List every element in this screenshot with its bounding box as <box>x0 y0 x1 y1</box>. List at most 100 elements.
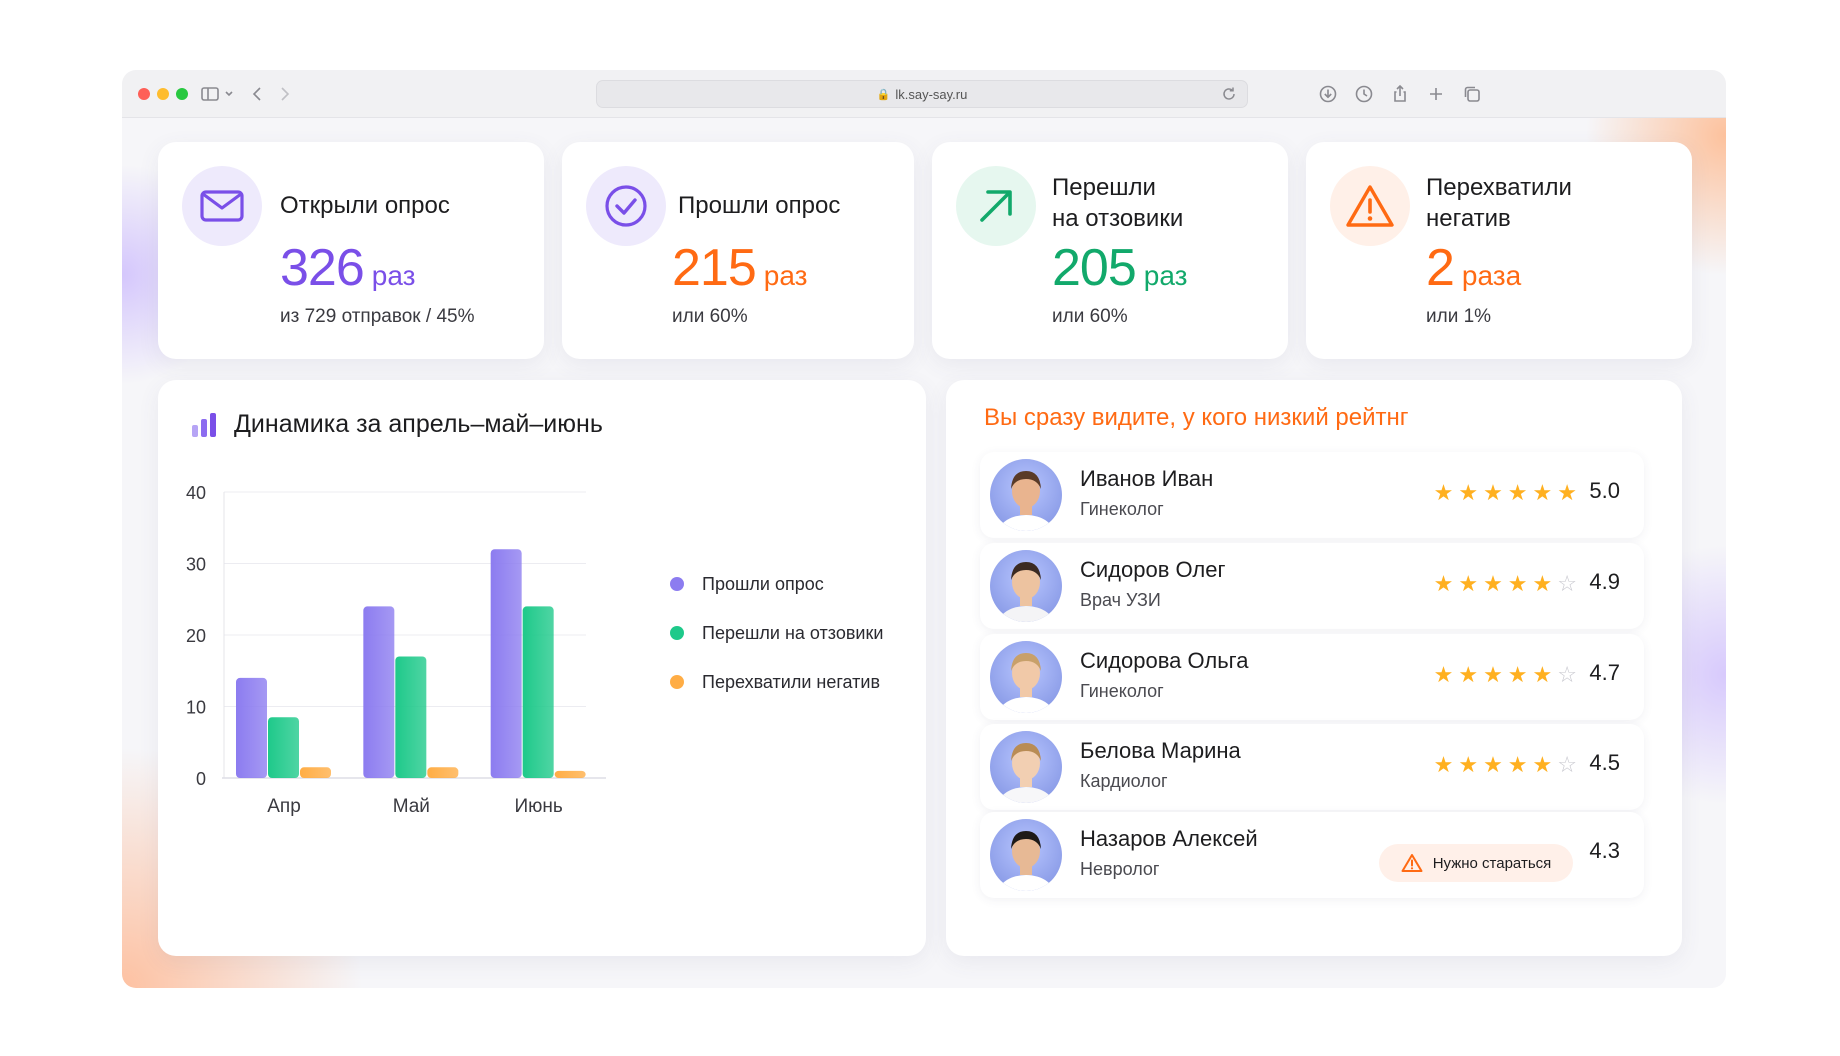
y-tick-label: 0 <box>196 769 206 789</box>
ratings-title: Вы сразу видите, у кого низкий рейтнг <box>984 404 1409 431</box>
bar-Май-1 <box>395 656 427 778</box>
stat-unit: раз <box>371 260 416 291</box>
star-icon: ★ <box>1483 571 1503 596</box>
legend-label: Перешли на отзовики <box>702 622 884 643</box>
envelope-icon <box>182 166 262 246</box>
legend-dot <box>670 577 684 591</box>
star-icon: ★ <box>1433 571 1454 596</box>
star-icon: ★ <box>1507 662 1528 687</box>
stat-title: Перехватили негатив <box>1426 174 1572 232</box>
star-rating: ★ ★ ★ ★ ★ ☆ <box>1434 664 1582 686</box>
star-icon: ★ <box>1532 571 1553 596</box>
doctor-name: Иванов Иван <box>1080 466 1214 491</box>
stat-card-opened: Открыли опрос 326 раз из 729 отправок / 4… <box>158 142 544 359</box>
y-tick-label: 30 <box>186 555 206 575</box>
address-url: lk.say-say.ru <box>895 86 968 102</box>
history-icon[interactable] <box>1352 82 1376 106</box>
stat-subtitle: или 60% <box>672 306 748 327</box>
doctor-row[interactable]: Сидоров Олег Врач УЗИ ★ ★ ★ ★ ★ ☆ 4.9 <box>980 543 1644 629</box>
browser-window: 🔒 lk.say-say.ru Открыли опрос <box>122 70 1726 988</box>
legend-item: Перешли на отзовики <box>670 621 883 645</box>
stat-unit: раза <box>1461 260 1522 291</box>
avatar <box>990 819 1062 891</box>
stat-title: Открыли опрос <box>280 192 450 219</box>
reload-icon[interactable] <box>1221 86 1237 105</box>
arrow-up-right-icon <box>956 166 1036 246</box>
stat-value: 326 раз <box>280 238 415 298</box>
star-icon: ★ <box>1532 480 1553 505</box>
star-icon: ★ <box>1557 480 1577 505</box>
legend-label: Перехватили негатив <box>702 671 881 692</box>
avatar <box>990 459 1062 531</box>
bar-chart-icon <box>192 412 216 437</box>
rating-score: 4.3 <box>1589 838 1620 863</box>
bar-Апр-2 <box>300 767 331 778</box>
star-icon: ★ <box>1483 752 1503 777</box>
doctor-name: Сидоров Олег <box>1080 557 1226 582</box>
dashboard: Открыли опрос 326 раз из 729 отправок / 4… <box>122 118 1726 988</box>
doctor-name: Белова Марина <box>1080 738 1241 763</box>
stat-subtitle: или 60% <box>1052 306 1128 327</box>
legend-item: Прошли опрос <box>670 572 883 596</box>
stat-value: 2 раза <box>1426 238 1521 298</box>
minimize-window-button[interactable] <box>157 88 169 100</box>
star-icon: ★ <box>1483 480 1503 505</box>
back-arrow-icon[interactable] <box>248 82 266 106</box>
ratings-card: Вы сразу видите, у кого низкий рейтнг Ив… <box>946 380 1682 956</box>
warning-icon <box>1330 166 1410 246</box>
stat-unit: раз <box>1143 260 1188 291</box>
browser-toolbar: 🔒 lk.say-say.ru <box>122 70 1726 118</box>
star-icon: ★ <box>1458 480 1479 505</box>
star-icon: ☆ <box>1557 752 1577 777</box>
lock-icon: 🔒 <box>876 88 891 101</box>
bar-Май-0 <box>363 606 395 778</box>
x-tick-label: Май <box>393 796 430 817</box>
stat-title: Прошли опрос <box>678 192 841 219</box>
doctor-role: Гинеколог <box>1080 681 1164 701</box>
bar-chart: 0 10 20 30 40 Апр Май Июнь <box>186 483 606 817</box>
legend-item: Перехватили негатив <box>670 670 883 694</box>
star-icon: ☆ <box>1557 571 1577 596</box>
doctor-name: Назаров Алексей <box>1080 826 1258 851</box>
address-bar[interactable]: 🔒 lk.say-say.ru <box>596 80 1248 108</box>
warning-badge-label: Нужно стараться <box>1432 854 1552 872</box>
star-rating: ★ ★ ★ ★ ★ ☆ <box>1434 754 1582 776</box>
new-tab-icon[interactable] <box>1424 82 1448 106</box>
star-icon: ★ <box>1433 752 1454 777</box>
star-rating: ★ ★ ★ ★ ★ ☆ <box>1434 573 1582 595</box>
sidebar-toggle-icon[interactable] <box>198 82 238 106</box>
star-icon: ★ <box>1507 571 1528 596</box>
chart-title: Динамика за апрель–май–июнь <box>234 410 603 438</box>
doctor-role: Кардиолог <box>1080 771 1168 791</box>
close-window-button[interactable] <box>138 88 150 100</box>
forward-arrow-icon[interactable] <box>276 82 294 106</box>
avatar <box>990 641 1062 713</box>
bar-Апр-0 <box>236 677 267 778</box>
y-tick-label: 20 <box>186 626 206 646</box>
stat-card-redirected: Перешли на отзовики 205 раз или 60% <box>932 142 1288 359</box>
download-icon[interactable] <box>1316 82 1340 106</box>
maximize-window-button[interactable] <box>176 88 188 100</box>
star-icon: ★ <box>1532 752 1553 777</box>
bar-Июнь-2 <box>554 770 586 778</box>
doctor-row[interactable]: Белова Марина Кардиолог ★ ★ ★ ★ ★ ☆ 4.5 <box>980 724 1644 810</box>
doctor-row[interactable]: Сидорова Ольга Гинеколог ★ ★ ★ ★ ★ ☆ 4.7 <box>980 634 1644 720</box>
stat-number: 2 <box>1426 239 1455 297</box>
star-icon: ★ <box>1433 480 1454 505</box>
x-tick-label: Апр <box>267 796 301 817</box>
star-icon: ★ <box>1507 480 1528 505</box>
doctor-row[interactable]: Иванов Иван Гинеколог ★ ★ ★ ★ ★ ★ 5.0 <box>980 452 1644 538</box>
stat-card-intercepted: Перехватили негатив 2 раза или 1% <box>1306 142 1692 359</box>
star-icon: ★ <box>1458 662 1479 687</box>
star-icon: ★ <box>1458 571 1479 596</box>
tabs-overview-icon[interactable] <box>1460 82 1484 106</box>
x-tick-label: Июнь <box>515 796 563 817</box>
avatar <box>990 550 1062 622</box>
star-icon: ★ <box>1433 662 1454 687</box>
share-icon[interactable] <box>1388 82 1412 106</box>
chart-header: Динамика за апрель–май–июнь <box>190 410 603 439</box>
dynamics-chart-card: Динамика за апрель–май–июнь 0 10 20 30 40 Апр… <box>158 380 926 956</box>
warning-badge[interactable]: Нужно стараться <box>1379 844 1573 882</box>
stat-value: 205 раз <box>1052 238 1187 298</box>
